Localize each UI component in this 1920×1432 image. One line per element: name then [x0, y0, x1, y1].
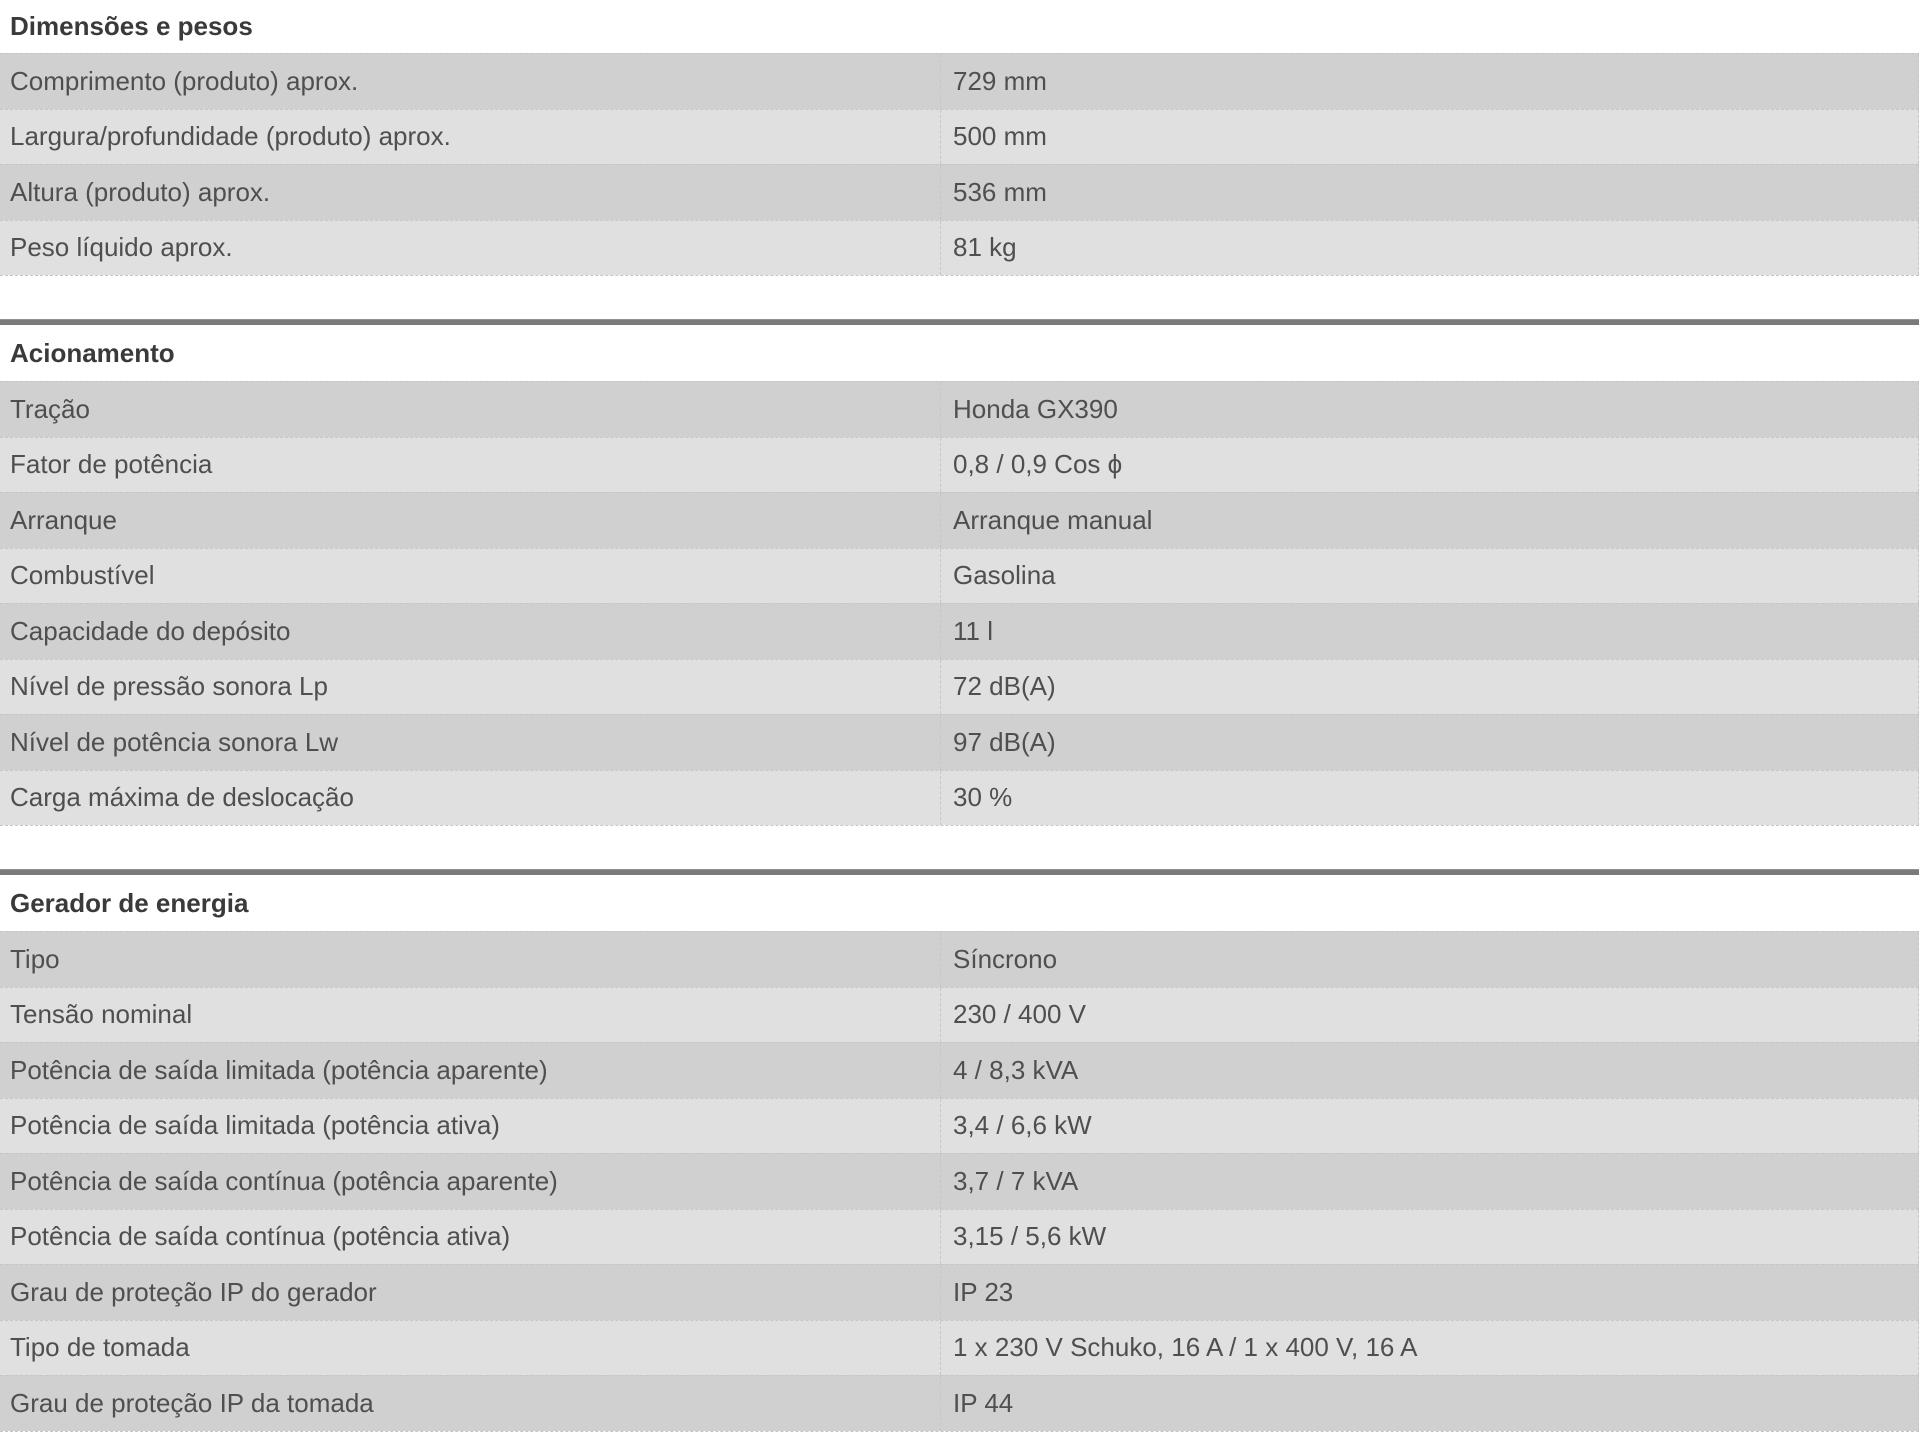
spec-label: Tensão nominal	[0, 987, 941, 1042]
spec-value: 1 x 230 V Schuko, 16 A / 1 x 400 V, 16 A	[941, 1320, 1919, 1375]
spec-value: 500 mm	[941, 109, 1919, 164]
spec-label: Tipo de tomada	[0, 1320, 941, 1375]
table-row: Peso líquido aprox. 81 kg	[0, 219, 1919, 275]
spec-section: Gerador de energia Tipo Síncrono Tensão …	[0, 869, 1919, 1432]
table-row: Carga máxima de deslocação 30 %	[0, 769, 1919, 825]
spec-label: Grau de proteção IP da tomada	[0, 1376, 941, 1431]
table-row: Tipo Síncrono	[0, 931, 1919, 987]
spec-label: Comprimento (produto) aprox.	[0, 54, 941, 109]
section-title: Gerador de energia	[0, 875, 1919, 931]
table-row: Altura (produto) aprox. 536 mm	[0, 164, 1919, 220]
spec-rows: Tração Honda GX390 Fator de potência 0,8…	[0, 381, 1919, 826]
spec-label: Largura/profundidade (produto) aprox.	[0, 109, 941, 164]
table-row: Comprimento (produto) aprox. 729 mm	[0, 53, 1919, 109]
spec-label: Tração	[0, 382, 941, 437]
table-row: Grau de proteção IP do gerador IP 23	[0, 1264, 1919, 1320]
spec-value: 97 dB(A)	[941, 715, 1919, 770]
spec-value: 72 dB(A)	[941, 659, 1919, 714]
spec-label: Potência de saída limitada (potência apa…	[0, 1043, 941, 1098]
table-row: Largura/profundidade (produto) aprox. 50…	[0, 108, 1919, 164]
spec-label: Fator de potência	[0, 437, 941, 492]
table-row: Capacidade do depósito 11 l	[0, 603, 1919, 659]
section-title: Acionamento	[0, 325, 1919, 381]
spec-label: Potência de saída contínua (potência ati…	[0, 1209, 941, 1264]
spec-label: Nível de pressão sonora Lp	[0, 659, 941, 714]
spec-label: Potência de saída limitada (potência ati…	[0, 1098, 941, 1153]
spec-value: Gasolina	[941, 548, 1919, 603]
spec-label: Altura (produto) aprox.	[0, 165, 941, 220]
spec-rows: Tipo Síncrono Tensão nominal 230 / 400 V…	[0, 931, 1919, 1432]
spec-label: Arranque	[0, 493, 941, 548]
table-row: Potência de saída contínua (potência apa…	[0, 1153, 1919, 1209]
spec-label: Nível de potência sonora Lw	[0, 715, 941, 770]
table-row: Potência de saída contínua (potência ati…	[0, 1208, 1919, 1264]
spec-value: 4 / 8,3 kVA	[941, 1043, 1919, 1098]
spec-label: Grau de proteção IP do gerador	[0, 1265, 941, 1320]
spec-section: Dimensões e pesos Comprimento (produto) …	[0, 0, 1919, 276]
spec-rows: Comprimento (produto) aprox. 729 mm Larg…	[0, 53, 1919, 276]
spec-value: 30 %	[941, 770, 1919, 825]
section-title: Dimensões e pesos	[0, 0, 1919, 53]
table-row: Combustível Gasolina	[0, 547, 1919, 603]
table-row: Arranque Arranque manual	[0, 492, 1919, 548]
spec-label: Carga máxima de deslocação	[0, 770, 941, 825]
spec-value: Arranque manual	[941, 493, 1919, 548]
table-row: Potência de saída limitada (potência ati…	[0, 1097, 1919, 1153]
section-divider	[0, 319, 1919, 325]
spec-value: 81 kg	[941, 220, 1919, 275]
table-row: Potência de saída limitada (potência apa…	[0, 1042, 1919, 1098]
table-row: Tração Honda GX390	[0, 381, 1919, 437]
spec-value: 11 l	[941, 604, 1919, 659]
spec-label: Peso líquido aprox.	[0, 220, 941, 275]
spec-label: Combustível	[0, 548, 941, 603]
spec-value: 230 / 400 V	[941, 987, 1919, 1042]
table-row: Fator de potência 0,8 / 0,9 Cos ϕ	[0, 436, 1919, 492]
spec-value: Honda GX390	[941, 382, 1919, 437]
spec-section: Acionamento Tração Honda GX390 Fator de …	[0, 319, 1919, 826]
spec-value: 729 mm	[941, 54, 1919, 109]
spec-value: 536 mm	[941, 165, 1919, 220]
spec-label: Potência de saída contínua (potência apa…	[0, 1154, 941, 1209]
spec-value: 3,7 / 7 kVA	[941, 1154, 1919, 1209]
spec-value: IP 23	[941, 1265, 1919, 1320]
table-row: Tensão nominal 230 / 400 V	[0, 986, 1919, 1042]
spec-label: Tipo	[0, 932, 941, 987]
spec-value: 3,4 / 6,6 kW	[941, 1098, 1919, 1153]
spec-value: IP 44	[941, 1376, 1919, 1431]
section-divider	[0, 869, 1919, 875]
spec-value: Síncrono	[941, 932, 1919, 987]
spec-value: 0,8 / 0,9 Cos ϕ	[941, 437, 1919, 492]
table-row: Grau de proteção IP da tomada IP 44	[0, 1375, 1919, 1431]
spec-value: 3,15 / 5,6 kW	[941, 1209, 1919, 1264]
table-row: Tipo de tomada 1 x 230 V Schuko, 16 A / …	[0, 1319, 1919, 1375]
table-row: Nível de pressão sonora Lp 72 dB(A)	[0, 658, 1919, 714]
spec-label: Capacidade do depósito	[0, 604, 941, 659]
table-row: Nível de potência sonora Lw 97 dB(A)	[0, 714, 1919, 770]
